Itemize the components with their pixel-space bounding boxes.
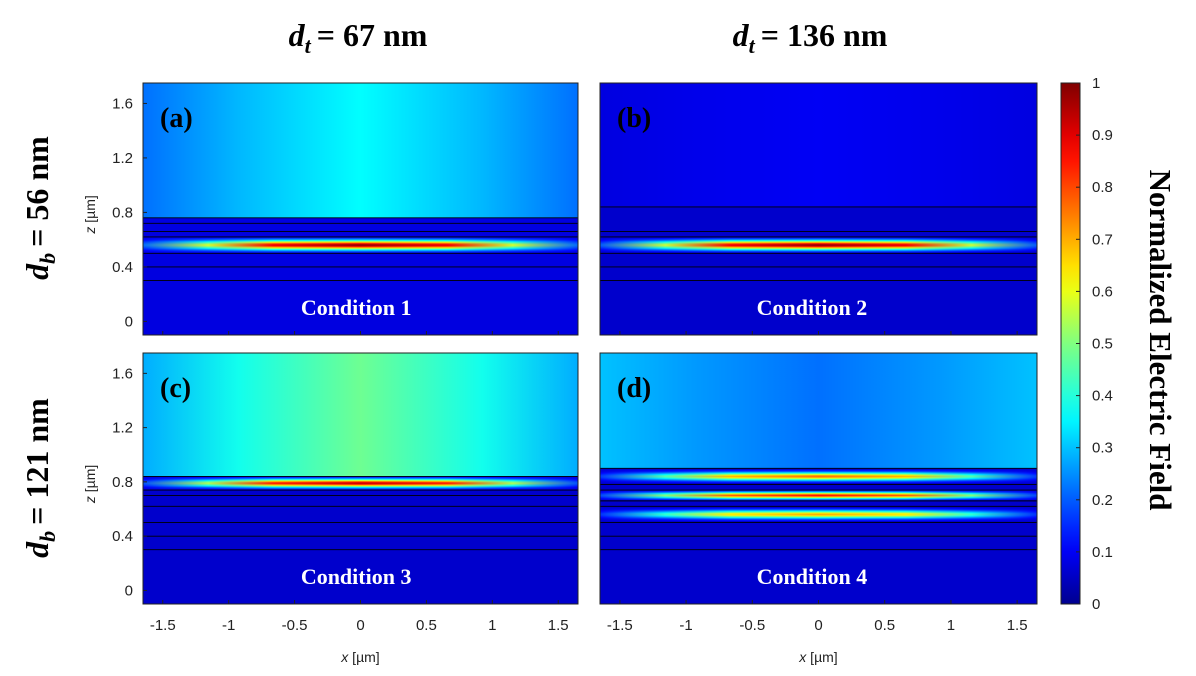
x-tick-label: -0.5 [282,617,308,634]
x-tick-label: -1 [679,617,692,634]
col-header-2: dt = 136 nm [733,17,888,58]
y-tick-label: 0.8 [112,474,133,491]
y-tick-label: 0 [125,313,133,330]
colorbar-tick-label: 0.4 [1092,388,1113,405]
mode-band [600,475,1037,478]
mode-band [143,482,578,484]
colorbar-tick-label: 0.8 [1092,179,1113,196]
panels-group: (a) Condition 1 0 0.4 0.8 1.2 1.6 z [µm] (b) Cond… [82,82,1038,665]
x-tick-label: -1.5 [150,617,176,634]
y-tick-label: 0.8 [112,204,133,221]
panel-d: (d) Condition 4 -1.5 -1 -0.5 0 0.5 1 1.5 x [µm] [599,352,1038,665]
x-tick-label: -0.5 [739,617,765,634]
row-header-2: db= 121 nm [19,398,60,558]
panel-label: (a) [160,103,193,134]
x-tick-label: -1 [222,617,235,634]
x-axis-label: x [µm] [798,649,837,665]
colorbar-tick-label: 1 [1092,75,1100,92]
x-tick-label: 1 [947,617,955,634]
x-tick-label: 1.5 [1007,617,1028,634]
y-tick-label: 1.2 [112,420,133,437]
condition-label: Condition 1 [301,295,412,320]
mode-band [143,244,578,246]
colorbar-tick-label: 0.3 [1092,440,1113,457]
top-field-region [143,353,578,477]
heatmap-a [143,83,578,335]
colorbar-tick-label: 0.2 [1092,492,1113,509]
x-axis-label: x [µm] [340,649,379,665]
mode-band [600,244,1037,246]
y-tick-label: 0.4 [112,528,133,545]
condition-label: Condition 2 [757,295,868,320]
panel-b: (b) Condition 2 [599,82,1038,336]
mode-band [600,494,1037,497]
colorbar-title: Normalized Electric Field [1143,170,1178,511]
mode-band [600,513,1037,516]
y-tick-label: 1.6 [112,95,133,112]
y-tick-label: 0 [125,582,133,599]
panel-label: (b) [617,103,651,134]
panel-label: (d) [617,373,651,404]
y-axis-label: z [µm] [82,465,98,504]
x-tick-label: 1.5 [548,617,569,634]
panel-label: (c) [160,373,191,404]
colorbar-tick-label: 0 [1092,596,1100,613]
colorbar-tick-label: 0.1 [1092,544,1113,561]
top-field-region [600,83,1037,207]
top-field-region [143,83,578,218]
x-tick-label: 1 [488,617,496,634]
colorbar: 0 0.1 0.2 0.3 0.4 0.5 0.6 0.7 0.8 0.9 1 [1060,75,1113,613]
row-header-1: db= 56 nm [19,136,60,280]
top-field-region [600,353,1037,469]
y-tick-label: 1.6 [112,365,133,382]
x-tick-label: -1.5 [607,617,633,634]
colorbar-tick-label: 0.6 [1092,283,1113,300]
heatmap-b [600,83,1037,335]
condition-label: Condition 3 [301,564,412,589]
x-tick-label: 0 [814,617,822,634]
colorbar-tick-label: 0.9 [1092,127,1113,144]
colorbar-tick-label: 0.5 [1092,336,1113,353]
condition-label: Condition 4 [757,564,868,589]
x-tick-label: 0.5 [416,617,437,634]
panel-c: (c) Condition 3 0 0.4 0.8 1.2 1.6 z [µm] -1.5 -1 -… [82,352,579,665]
heatmap-d [600,353,1037,604]
col-header-1: dt = 67 nm [289,17,428,58]
colorbar-ticks: 0 0.1 0.2 0.3 0.4 0.5 0.6 0.7 0.8 0.9 1 [1076,75,1113,613]
x-tick-label: 0 [356,617,364,634]
heatmap-c [143,353,578,604]
panel-a: (a) Condition 1 0 0.4 0.8 1.2 1.6 z [µm] [82,82,579,336]
y-tick-label: 1.2 [112,150,133,167]
x-tick-label: 0.5 [874,617,895,634]
y-tick-label: 0.4 [112,259,133,276]
y-axis-label: z [µm] [82,195,98,234]
colorbar-tick-label: 0.7 [1092,231,1113,248]
